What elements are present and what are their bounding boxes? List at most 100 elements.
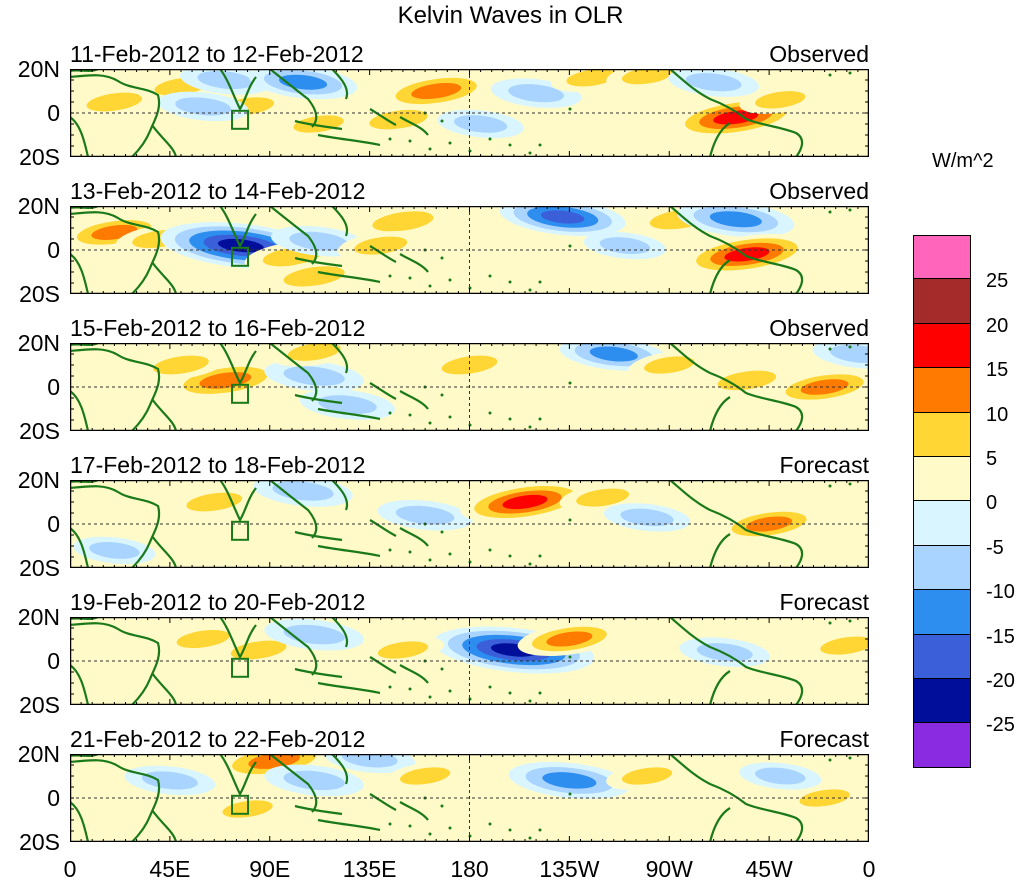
- panel-status-label: Forecast: [779, 726, 869, 752]
- colorbar-swatch: [913, 412, 971, 457]
- longitude-label: 45W: [745, 856, 793, 882]
- latitude-label: 0: [47, 237, 60, 263]
- olr-map-svg: [70, 343, 869, 431]
- longitude-label: 135W: [539, 856, 600, 882]
- anomaly-contour: [713, 110, 759, 125]
- colorbar-tick-label: -20: [986, 670, 1015, 692]
- anomaly-contour: [621, 767, 673, 785]
- panel-status-label: Observed: [769, 178, 869, 204]
- longitude-label: 0: [63, 856, 77, 882]
- longitude-label: 45E: [149, 856, 191, 882]
- anomaly-contour: [799, 789, 850, 807]
- colorbar-swatch: [913, 279, 971, 324]
- panel-status-label: Observed: [769, 315, 869, 341]
- colorbar-swatch: [913, 634, 971, 679]
- panel-period-label: 19-Feb-2012 to 20-Feb-2012: [70, 589, 366, 615]
- colorbar-tick-label: 20: [986, 314, 1009, 337]
- anomaly-contour: [441, 355, 498, 375]
- panel-period-label: 11-Feb-2012 to 12-Feb-2012: [70, 41, 364, 67]
- anomaly-contour: [89, 542, 140, 559]
- colorbar-swatch: [913, 235, 971, 280]
- latitude-label: 0: [47, 648, 60, 674]
- panel-period-label: 21-Feb-2012 to 22-Feb-2012: [70, 726, 366, 752]
- olr-map-svg: [70, 206, 869, 294]
- colorbar-tick-label: -5: [986, 536, 1004, 559]
- latitude-label: 20N: [17, 741, 60, 767]
- anomaly-contour: [248, 754, 301, 769]
- latitude-label: 0: [47, 511, 60, 537]
- anomaly-contour: [755, 91, 806, 109]
- colorbar-swatch: [913, 501, 971, 546]
- colorbar-tick-label: 25: [986, 270, 1009, 293]
- anomaly-contour: [724, 247, 770, 262]
- latitude-label: 20S: [19, 829, 60, 855]
- anomaly-contour: [287, 343, 341, 361]
- colorbar-tick-label: 10: [986, 403, 1009, 426]
- anomaly-contour: [717, 370, 777, 391]
- colorbar: [913, 235, 971, 768]
- anomaly-contour: [620, 508, 674, 527]
- anomaly-contour: [621, 69, 673, 85]
- anomaly-contour: [289, 231, 348, 251]
- colorbar-swatch: [913, 723, 971, 768]
- olr-map-panel: [70, 754, 869, 842]
- coastline-overlay: [70, 206, 852, 294]
- anomaly-contour: [283, 266, 345, 287]
- colorbar-units: W/m^2: [932, 150, 994, 172]
- panel-status-label: Observed: [769, 41, 869, 67]
- longitude-label: 90E: [249, 856, 291, 882]
- anomaly-contour: [283, 366, 345, 386]
- anomaly-contour: [354, 236, 408, 255]
- chart-title: Kelvin Waves in OLR: [397, 2, 624, 29]
- latitude-label: 20N: [17, 193, 60, 219]
- anomaly-contour: [176, 629, 230, 649]
- latitude-label: 0: [47, 785, 60, 811]
- panel-status-label: Forecast: [779, 589, 869, 615]
- anomaly-contour: [186, 492, 243, 512]
- latitude-label: 0: [47, 100, 60, 126]
- olr-map-panel: [70, 480, 869, 568]
- olr-map-svg: [70, 754, 869, 842]
- anomaly-contour: [546, 631, 593, 647]
- latitude-label: 20N: [17, 330, 60, 356]
- anomaly-contour: [644, 356, 695, 374]
- coastline-overlay: [70, 69, 852, 157]
- coastline-overlay: [70, 480, 852, 568]
- region-box: [231, 246, 250, 267]
- longitude-label: 180: [450, 856, 489, 882]
- olr-map-svg: [70, 617, 869, 705]
- latitude-label: 20N: [17, 56, 60, 82]
- anomaly-contour: [372, 211, 434, 232]
- coastline-overlay: [70, 754, 852, 842]
- anomaly-contour: [589, 346, 638, 362]
- colorbar-tick-label: 15: [986, 359, 1009, 382]
- anomaly-contour: [800, 379, 849, 395]
- anomaly-contour: [411, 82, 462, 100]
- longitude-label: 90W: [645, 856, 693, 882]
- anomaly-contour: [175, 97, 232, 116]
- anomaly-contour: [685, 73, 742, 92]
- colorbar-swatch: [913, 590, 971, 635]
- anomaly-contour: [820, 636, 869, 655]
- colorbar-swatch: [913, 545, 971, 591]
- anomaly-contour: [377, 641, 429, 659]
- olr-map-panel: [70, 343, 869, 431]
- anomaly-contour: [395, 505, 455, 525]
- latitude-label: 20N: [17, 604, 60, 630]
- region-box: [231, 383, 250, 404]
- olr-map-svg: [70, 69, 869, 157]
- latitude-label: 20S: [19, 281, 60, 307]
- anomaly-contour: [272, 481, 334, 501]
- region-box: [231, 794, 250, 815]
- anomaly-contour: [576, 488, 630, 507]
- colorbar-tick-label: -25: [986, 714, 1015, 737]
- anomaly-contour: [502, 494, 548, 510]
- panel-status-label: Forecast: [779, 452, 869, 478]
- anomaly-contour: [86, 92, 143, 112]
- anomaly-contour: [746, 516, 793, 532]
- latitude-label: 0: [47, 374, 60, 400]
- anomaly-contour: [566, 69, 617, 87]
- anomaly-contour: [542, 772, 597, 789]
- region-box: [231, 657, 250, 678]
- colorbar-swatch: [913, 678, 971, 724]
